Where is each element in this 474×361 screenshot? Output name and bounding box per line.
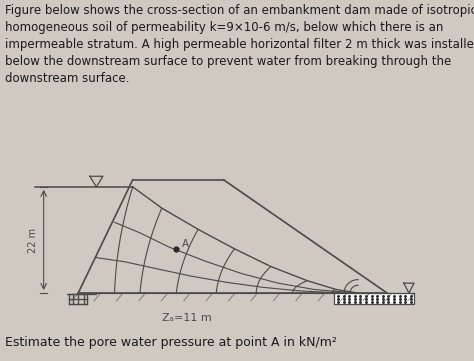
Bar <box>335 293 414 304</box>
Text: A: A <box>182 239 189 249</box>
Text: Estimate the pore water pressure at point A in kN/m²: Estimate the pore water pressure at poin… <box>5 336 337 349</box>
Text: Figure below shows the cross-section of an embankment dam made of isotropic
homo: Figure below shows the cross-section of … <box>5 4 474 84</box>
Text: 22 m: 22 m <box>28 227 38 253</box>
Text: Zₐ=11 m: Zₐ=11 m <box>163 313 212 322</box>
